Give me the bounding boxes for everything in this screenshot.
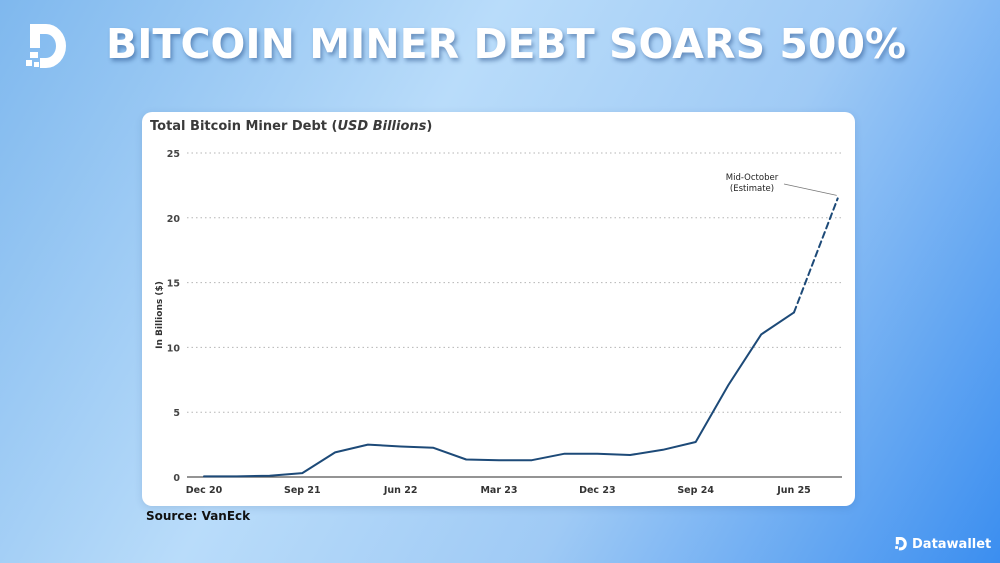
line-chart: 0 5 10 15 20 25 Dec 20 Sep 21 Jun 22 Mar 23 Dec 23… — [155, 149, 842, 496]
datawallet-logo-icon — [26, 24, 66, 68]
y-tick-label: 0 — [173, 473, 180, 484]
brand-footer: Datawallet — [894, 535, 991, 553]
y-tick-label: 15 — [167, 279, 180, 290]
chart-title-main: Total Bitcoin Miner Debt ( — [150, 119, 338, 134]
series-line-estimate — [793, 197, 839, 314]
x-tick-label: Jun 25 — [776, 485, 811, 496]
x-tick-label: Dec 20 — [186, 485, 223, 496]
source-note: Source: VanEck — [146, 509, 251, 523]
chart-title-close: ) — [426, 119, 433, 134]
y-tick-label: 10 — [167, 343, 181, 354]
chart-title-unit: USD Billions — [337, 119, 427, 134]
x-tick-label: Dec 23 — [579, 485, 616, 496]
page-headline: BITCOIN MINER DEBT SOARS 500% — [106, 20, 907, 68]
x-tick-label: Jun 22 — [383, 485, 418, 496]
annotation-leader — [783, 183, 837, 196]
chart-card: Total Bitcoin Miner Debt (USD Billions) … — [142, 112, 855, 506]
series-line — [203, 311, 795, 478]
y-tick-label: 25 — [167, 149, 180, 160]
brand-name: Datawallet — [912, 536, 992, 552]
annotation-line2: (Estimate) — [730, 184, 774, 194]
annotation-line1: Mid-October — [726, 173, 779, 183]
chart-title: Total Bitcoin Miner Debt (USD Billions) — [150, 119, 432, 134]
y-tick-label: 5 — [173, 408, 180, 419]
datawallet-brand-icon — [895, 537, 907, 551]
x-tick-label: Sep 21 — [284, 485, 321, 496]
y-tick-label: 20 — [167, 214, 181, 225]
x-tick-label: Mar 23 — [480, 485, 517, 496]
x-tick-label: Sep 24 — [677, 485, 714, 496]
y-axis-label: In Billions ($) — [155, 281, 165, 349]
